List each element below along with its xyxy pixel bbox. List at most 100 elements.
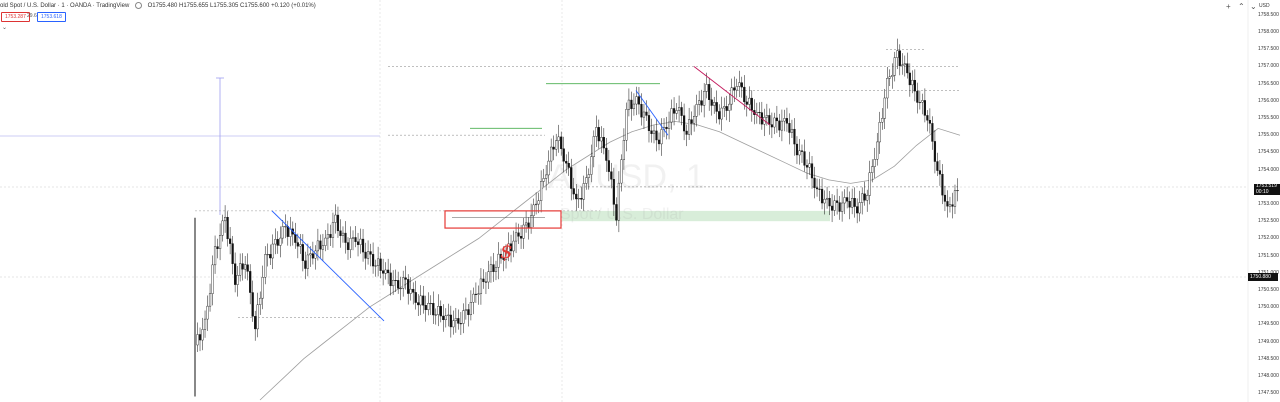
currency-label[interactable]: USD [1259, 3, 1270, 9]
candle-body [775, 117, 779, 122]
candle-body [234, 263, 237, 285]
candle-body [901, 64, 904, 66]
candle-body [434, 314, 437, 316]
candle-body [404, 277, 407, 280]
candle-body [474, 293, 478, 295]
candle-body [384, 269, 387, 274]
candle-body [535, 203, 538, 206]
collapse-chevron-icon[interactable]: ⌄ [2, 25, 8, 31]
candle-body [514, 232, 518, 242]
candle-body [497, 253, 500, 268]
candle-body [344, 232, 347, 243]
candle-body [946, 201, 949, 207]
candle-body [211, 264, 214, 294]
candle-body [567, 163, 570, 168]
grid-layer [0, 0, 1249, 402]
candle-body [349, 238, 352, 250]
last-price-time: 00:10 [1256, 188, 1269, 195]
candle-body [637, 96, 641, 105]
candle-body [550, 146, 553, 162]
candle-body [705, 84, 708, 92]
candle-body [477, 293, 480, 295]
candle-body [555, 140, 558, 150]
chevron-down-icon[interactable]: ⌄ [1250, 2, 1257, 11]
candle-body [577, 198, 580, 200]
candle-body [331, 222, 335, 238]
candle-body [540, 181, 543, 201]
candle-body [642, 111, 646, 118]
trendline [693, 66, 771, 126]
y-tick-label: 1755.500 [1258, 115, 1279, 122]
candle-body [276, 239, 279, 246]
candle-body [509, 243, 513, 252]
candle-body [670, 108, 673, 123]
y-tick-label: 1757.500 [1258, 46, 1279, 53]
candle-body [507, 243, 510, 252]
candle-body [793, 128, 796, 145]
candle-body [615, 204, 618, 221]
candle-body [301, 244, 304, 261]
candle-body [703, 91, 706, 106]
candle-body [266, 254, 269, 256]
chevron-up-icon[interactable]: ⌃ [1238, 2, 1245, 11]
candle-body [708, 84, 711, 100]
candle-body [635, 96, 638, 105]
plus-icon[interactable]: + [1226, 2, 1231, 11]
candle-body [685, 130, 688, 135]
candle-body [898, 50, 901, 66]
candle-body [657, 139, 661, 145]
candle-body [675, 110, 678, 114]
candle-body [605, 147, 608, 161]
candle-body [557, 136, 560, 141]
sell-button[interactable]: 1753.287 [1, 12, 30, 22]
candle-body [825, 197, 829, 200]
candle-body [246, 264, 249, 272]
candle-body [660, 129, 663, 145]
candle-body [339, 230, 342, 236]
candle-body [595, 127, 598, 137]
candle-body [417, 302, 420, 306]
candle-body [630, 99, 633, 109]
y-tick-label: 1757.000 [1258, 63, 1279, 70]
candle-body [371, 254, 375, 267]
candle-body [374, 265, 377, 267]
candle-body [519, 236, 523, 239]
candle-body [376, 258, 380, 266]
symbol-label[interactable]: old Spot / U.S. Dollar · 1 · OANDA · Tra… [0, 3, 130, 10]
candle-body [878, 122, 881, 143]
candle-body [387, 269, 390, 274]
candle-body [690, 119, 693, 124]
candle-body [921, 100, 924, 103]
candle-body [830, 205, 834, 211]
candle-body [871, 166, 874, 173]
candle-body [409, 288, 412, 294]
candle-body [565, 161, 568, 164]
candle-body [785, 118, 789, 124]
candle-body [720, 107, 723, 120]
candle-body [346, 242, 350, 250]
y-tick-label: 1747.500 [1258, 390, 1279, 397]
candle-body [943, 194, 947, 202]
candle-body [201, 329, 204, 341]
candle-body [562, 148, 565, 162]
candle-body [665, 126, 668, 129]
candle-body [389, 272, 392, 287]
candle-body [354, 237, 357, 242]
candle-body [843, 197, 846, 204]
candle-body [820, 188, 824, 204]
candle-body [359, 238, 362, 245]
candle-body [537, 200, 540, 205]
candle-body [790, 128, 794, 133]
candle-body [221, 220, 224, 236]
candle-body [647, 115, 651, 131]
candle-body [715, 102, 718, 112]
candle-body [856, 206, 859, 214]
y-tick-label: 1752.000 [1258, 235, 1279, 242]
y-tick-label: 1748.000 [1258, 372, 1279, 379]
candle-body [454, 318, 457, 321]
candle-body [650, 130, 653, 134]
candle-body [918, 102, 921, 104]
candle-body [449, 314, 452, 328]
buy-button[interactable]: 1753.618 [37, 12, 66, 22]
